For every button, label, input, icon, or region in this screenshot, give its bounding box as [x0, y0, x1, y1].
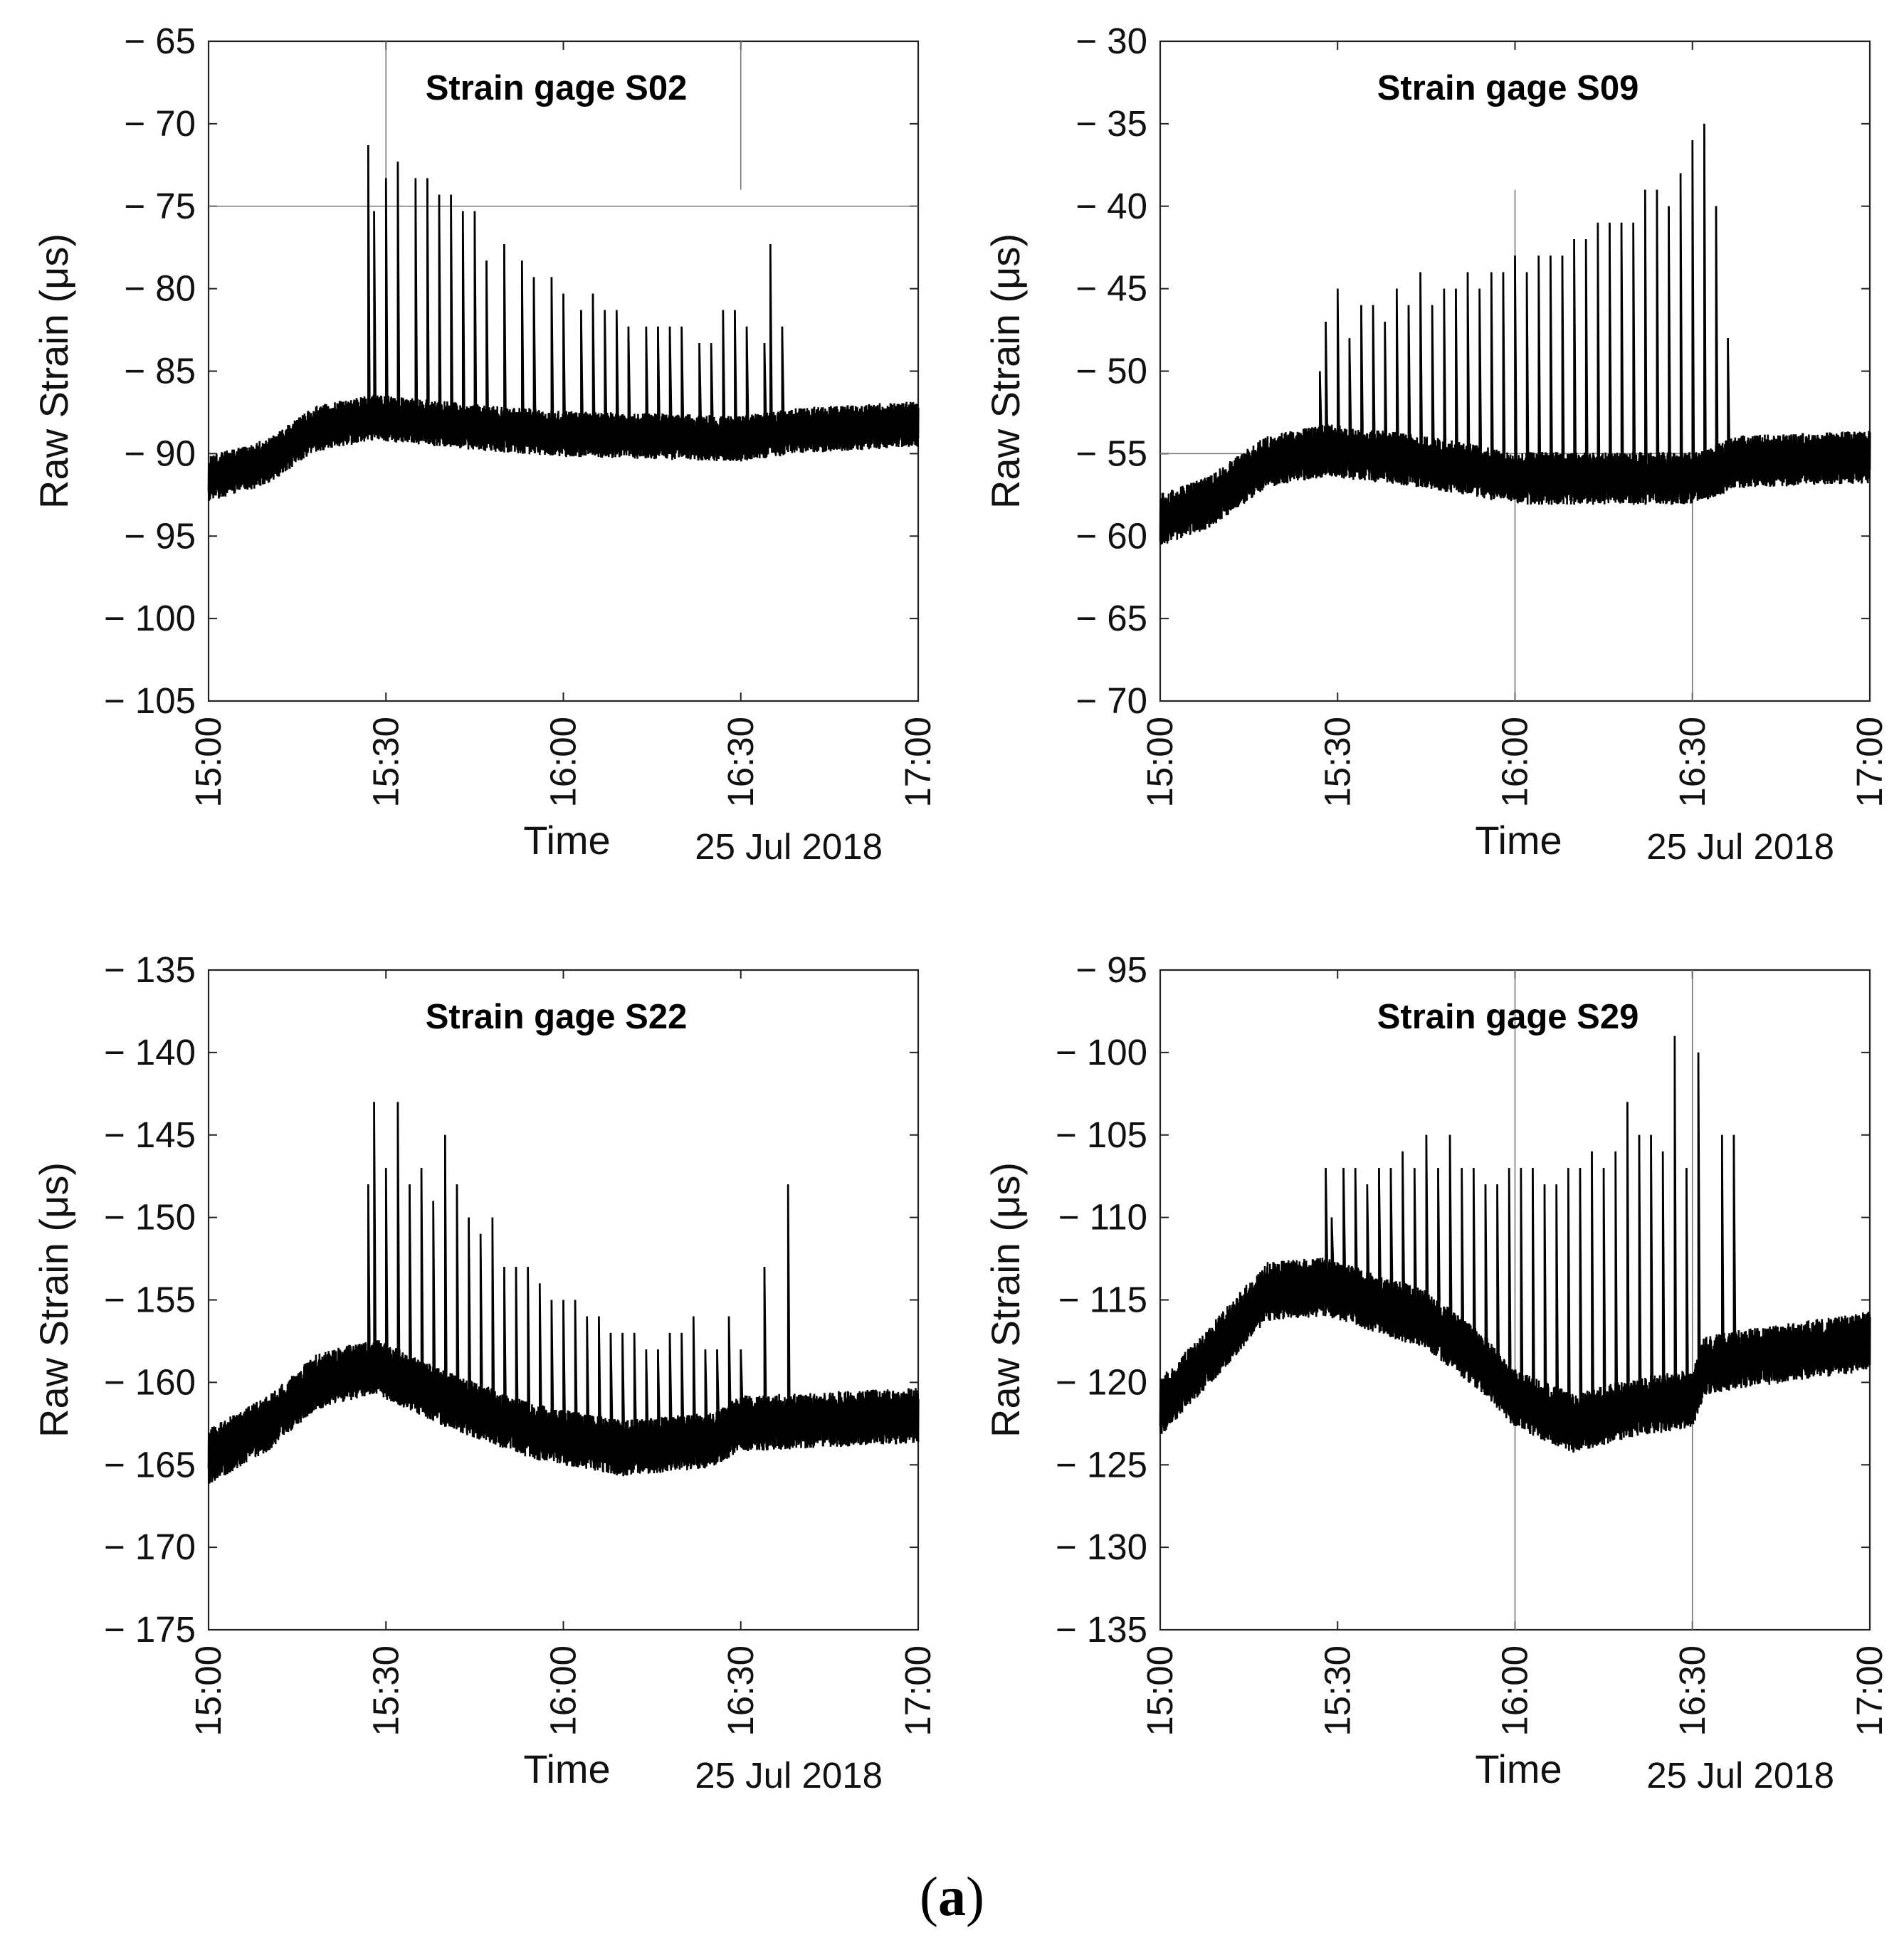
x-tick-label: 15:00 — [1140, 717, 1180, 808]
date-label: 25 Jul 2018 — [1646, 1755, 1834, 1796]
chart-svg: − 95 − 100 − 105 − 110 − 115 − 120 − 125 − 130 −… — [983, 949, 1890, 1796]
y-tick-label: − 135 — [1056, 1609, 1147, 1650]
x-tick-label: 16:00 — [1495, 1645, 1535, 1737]
y-tick-label: − 65 — [1075, 598, 1147, 638]
y-tick-label: − 105 — [104, 680, 196, 721]
y-tick-label: − 100 — [104, 598, 196, 638]
y-tick-label: − 55 — [1075, 433, 1147, 473]
y-axis-label: Raw Strain (μs) — [31, 1162, 76, 1438]
chart-panel-s29: − 95 − 100 − 105 − 110 − 115 − 120 − 125 − 130 −… — [952, 929, 1903, 1854]
x-axis-label: Time — [523, 1746, 610, 1791]
x-tick-label: 15:30 — [1317, 717, 1357, 808]
chart-panel-s02: − 65− 70− 75− 80− 85− 90− 95− 100− 105 15… — [0, 0, 952, 925]
y-tick-label: − 140 — [104, 1032, 196, 1073]
chart-svg: − 135 − 140 − 145 − 150 − 155 − 160 − 165 − 170… — [31, 949, 938, 1796]
x-tick-label: 17:00 — [1849, 717, 1890, 808]
x-axis-label: Time — [1475, 818, 1562, 863]
caption-open-paren: ( — [920, 1865, 938, 1927]
x-tick-label: 15:30 — [1317, 1645, 1357, 1737]
x-tick-label: 16:00 — [543, 717, 584, 808]
y-tick-label: − 125 — [1056, 1444, 1147, 1485]
x-tick-label: 15:30 — [365, 1645, 406, 1737]
x-tick-label: 15:00 — [1140, 1645, 1180, 1737]
y-tick-label: − 155 — [104, 1280, 196, 1320]
strain-series-line — [1159, 1036, 1871, 1453]
x-tick-label: 15:00 — [188, 717, 228, 808]
caption-letter: a — [938, 1865, 966, 1927]
y-tick-label: − 150 — [104, 1197, 196, 1238]
chart-panel-s09: − 30 − 35 − 40 − 45 − 50 − 55 − 60 − 65 − 70 15:0… — [952, 0, 1903, 925]
y-tick-label: − 35 — [1075, 103, 1147, 144]
x-tick-label: 15:30 — [365, 717, 406, 808]
x-axis-label: Time — [523, 818, 610, 863]
title-s29: Strain gage S29 — [1377, 998, 1639, 1036]
x-tick-label: 16:30 — [720, 717, 761, 808]
chart-svg: − 30 − 35 − 40 − 45 − 50 − 55 − 60 − 65 − 7015:0… — [983, 21, 1890, 867]
y-tick-label: − 70 — [124, 103, 196, 144]
y-tick-label: − 130 — [1056, 1527, 1147, 1567]
title-s22: Strain gage S22 — [426, 998, 688, 1036]
y-tick-label: − 70 — [1075, 680, 1147, 721]
y-tick-label: − 95 — [124, 515, 196, 556]
y-tick-label: − 115 — [1058, 1280, 1147, 1320]
chart-panel-s22: − 135 − 140 − 145 − 150 − 155 − 160 − 165 − 170… — [0, 929, 952, 1854]
title-s02: Strain gage S02 — [426, 69, 688, 107]
x-tick-label: 16:30 — [1672, 717, 1713, 808]
date-label: 25 Jul 2018 — [695, 1755, 883, 1796]
x-tick-label: 15:00 — [188, 1645, 228, 1737]
x-tick-label: 16:30 — [1672, 1645, 1713, 1737]
y-tick-label: − 160 — [104, 1361, 196, 1402]
y-tick-label: − 75 — [124, 186, 196, 226]
figure-caption: (a) — [0, 1865, 1904, 1929]
title-s09: Strain gage S09 — [1377, 69, 1639, 107]
y-tick-label: − 165 — [104, 1444, 196, 1485]
date-label: 25 Jul 2018 — [695, 826, 883, 867]
y-tick-label: − 90 — [124, 433, 196, 473]
chart-svg: − 65− 70− 75− 80− 85− 90− 95− 100− 10515… — [31, 21, 938, 867]
y-tick-label: − 170 — [104, 1527, 196, 1567]
y-tick-label: − 95 — [1075, 949, 1147, 990]
x-tick-label: 17:00 — [1849, 1645, 1890, 1737]
y-tick-label: − 120 — [1056, 1361, 1147, 1402]
x-tick-label: 16:00 — [543, 1645, 584, 1737]
y-tick-label: − 110 — [1058, 1197, 1147, 1238]
caption-close-paren: ) — [966, 1865, 984, 1927]
y-tick-label: − 135 — [104, 949, 196, 990]
y-axis-label: Raw Strain (μs) — [983, 233, 1028, 509]
x-tick-label: 17:00 — [898, 1645, 938, 1737]
y-tick-label: − 45 — [1075, 268, 1147, 309]
y-tick-label: − 175 — [104, 1609, 196, 1650]
x-axis-label: Time — [1475, 1746, 1562, 1791]
x-tick-label: 16:30 — [720, 1645, 761, 1737]
y-tick-label: − 30 — [1075, 21, 1147, 61]
y-tick-label: − 80 — [124, 268, 196, 309]
date-label: 25 Jul 2018 — [1646, 826, 1834, 867]
y-tick-label: − 60 — [1075, 515, 1147, 556]
y-tick-label: − 85 — [124, 351, 196, 391]
y-tick-label: − 100 — [1056, 1032, 1147, 1073]
y-tick-label: − 105 — [1056, 1115, 1147, 1155]
x-tick-label: 16:00 — [1495, 717, 1535, 808]
x-tick-label: 17:00 — [898, 717, 938, 808]
y-axis-label: Raw Strain (μs) — [31, 233, 76, 509]
y-tick-label: − 40 — [1075, 186, 1147, 226]
y-axis-label: Raw Strain (μs) — [983, 1162, 1028, 1438]
y-tick-label: − 50 — [1075, 351, 1147, 391]
y-tick-label: − 145 — [104, 1115, 196, 1155]
y-tick-label: − 65 — [124, 21, 196, 61]
